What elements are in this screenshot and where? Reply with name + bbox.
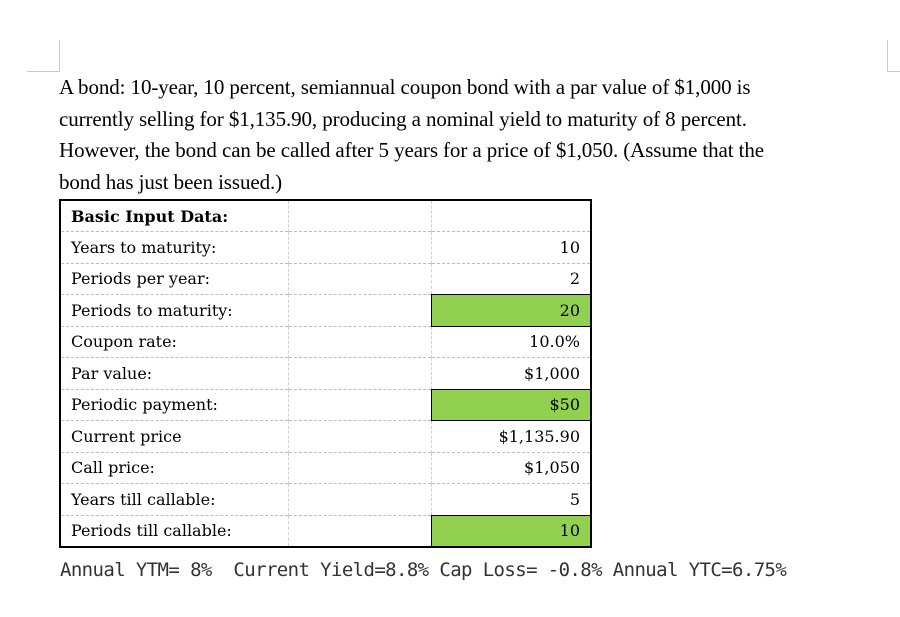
- crop-mark-top-right-horizontal: [888, 71, 900, 72]
- table-row: Years to maturity: 10: [60, 231, 591, 263]
- row-label: Periodic payment:: [60, 388, 288, 421]
- row-value: $1,050: [430, 451, 591, 484]
- crop-mark-top-left-vertical: [59, 40, 60, 72]
- crop-mark-top-left-horizontal: [27, 71, 59, 72]
- table-row: Years till callable: 5: [60, 483, 591, 515]
- table-row: Par value: $1,000: [60, 357, 591, 389]
- crop-mark-top-right-vertical: [887, 40, 888, 72]
- table-row: Coupon rate: 10.0%: [60, 325, 591, 358]
- row-label: Years to maturity:: [60, 231, 288, 263]
- row-value-highlighted: $50: [430, 388, 592, 421]
- row-value: $1,000: [430, 357, 591, 389]
- table-row: Call price: $1,050: [60, 451, 591, 484]
- results-summary: Annual YTM= 8% Current Yield=8.8% Cap Lo…: [60, 559, 787, 581]
- row-value: 2: [430, 262, 591, 295]
- row-label: Years till callable:: [60, 483, 288, 515]
- row-label: Current price: [60, 420, 288, 452]
- problem-text-line: bond has just been issued.): [59, 169, 283, 194]
- table-row: Current price $1,135.90: [60, 420, 591, 452]
- row-label: Call price:: [60, 451, 288, 484]
- row-value-highlighted: 10: [430, 514, 592, 547]
- row-value: $1,135.90: [430, 420, 591, 452]
- problem-text-line: currently selling for $1,135.90, produci…: [59, 106, 747, 131]
- row-label: Periods to maturity:: [60, 294, 288, 326]
- table-row: Periods per year: 2: [60, 262, 591, 295]
- basic-input-data-table: Basic Input Data: Years to maturity: 10 …: [59, 199, 592, 548]
- table-row: Periods till callable: 10: [60, 514, 592, 547]
- problem-text: A bond: 10-year, 10 percent, semiannual …: [59, 72, 889, 198]
- row-value-highlighted: 20: [430, 294, 592, 327]
- row-value: 10.0%: [430, 325, 591, 358]
- row-value: 5: [430, 483, 591, 515]
- table-header: Basic Input Data:: [71, 206, 229, 226]
- row-label: Periods per year:: [60, 262, 288, 295]
- row-value: 10: [430, 231, 591, 263]
- row-label: Par value:: [60, 357, 288, 389]
- table-row: Periods to maturity: 20: [60, 294, 592, 327]
- row-label: Periods till callable:: [60, 514, 288, 547]
- problem-text-line: A bond: 10-year, 10 percent, semiannual …: [59, 75, 751, 99]
- table-row: Periodic payment: $50: [60, 388, 592, 421]
- problem-text-line: However, the bond can be called after 5 …: [59, 138, 764, 162]
- table-header-row: Basic Input Data:: [60, 200, 591, 232]
- row-label: Coupon rate:: [60, 325, 288, 358]
